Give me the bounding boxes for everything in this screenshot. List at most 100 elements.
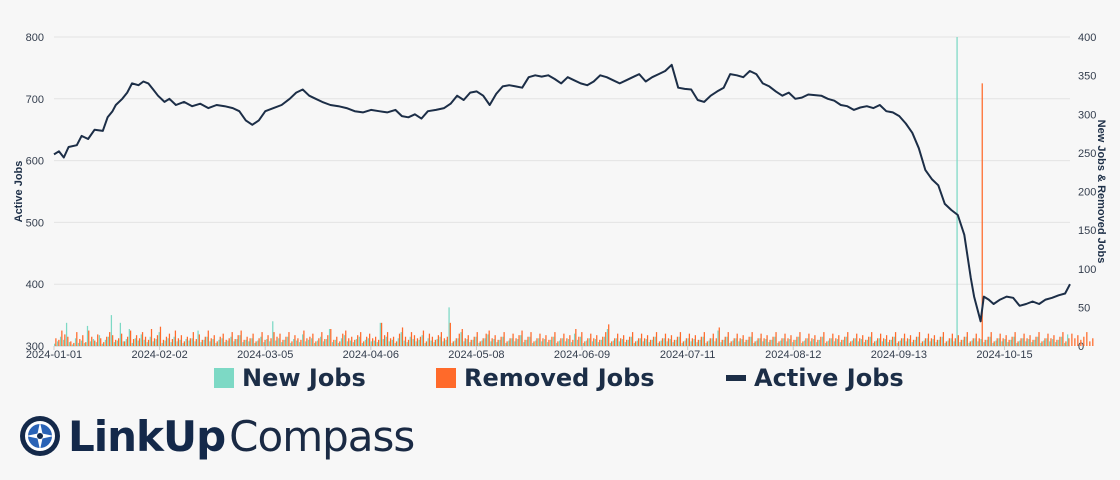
bar-new-jobs bbox=[783, 338, 785, 346]
logo-text-compass: Compass bbox=[229, 411, 415, 461]
bar-new-jobs bbox=[451, 342, 453, 346]
bar-new-jobs bbox=[382, 339, 384, 346]
bar-new-jobs bbox=[430, 340, 432, 346]
bar-removed-jobs bbox=[927, 333, 930, 346]
bar-new-jobs bbox=[439, 336, 441, 346]
bar-removed-jobs bbox=[847, 332, 849, 346]
bar-new-jobs bbox=[624, 342, 627, 346]
bar-removed-jobs bbox=[542, 338, 544, 346]
bar-removed-jobs bbox=[670, 335, 673, 346]
bar-removed-jobs bbox=[1062, 332, 1064, 346]
bar-removed-jobs bbox=[147, 339, 150, 346]
bar-new-jobs bbox=[753, 342, 755, 346]
bar-new-jobs bbox=[639, 338, 641, 346]
bar-new-jobs bbox=[158, 332, 160, 346]
bar-removed-jobs bbox=[533, 341, 535, 346]
bar-new-jobs bbox=[254, 342, 256, 346]
legend-item-new-jobs[interactable]: New Jobs bbox=[214, 364, 366, 392]
bar-removed-jobs bbox=[912, 339, 915, 346]
bar-removed-jobs bbox=[440, 332, 442, 346]
bar-removed-jobs bbox=[808, 333, 810, 346]
bar-new-jobs bbox=[842, 339, 845, 346]
bar-removed-jobs bbox=[413, 335, 416, 346]
bar-removed-jobs bbox=[452, 341, 454, 346]
bar-removed-jobs bbox=[784, 333, 786, 346]
bar-new-jobs bbox=[944, 342, 946, 346]
bar-new-jobs bbox=[839, 342, 842, 346]
bar-new-jobs bbox=[627, 339, 629, 346]
bar-removed-jobs bbox=[882, 338, 885, 346]
bar-removed-jobs bbox=[324, 339, 326, 346]
bar-new-jobs bbox=[481, 340, 483, 346]
bar-new-jobs bbox=[146, 342, 148, 346]
bar-removed-jobs bbox=[351, 336, 353, 346]
bar-removed-jobs bbox=[94, 340, 96, 346]
bar-new-jobs bbox=[343, 335, 346, 346]
bar-new-jobs bbox=[998, 338, 1000, 346]
bar-removed-jobs bbox=[984, 339, 986, 346]
bar-new-jobs bbox=[663, 338, 665, 346]
bar-removed-jobs bbox=[611, 341, 613, 346]
legend-item-removed-jobs[interactable]: Removed Jobs bbox=[436, 364, 655, 392]
bar-removed-jobs bbox=[1071, 333, 1073, 346]
bar-new-jobs bbox=[418, 339, 420, 346]
bar-removed-jobs bbox=[572, 339, 574, 346]
bar-removed-jobs bbox=[195, 339, 197, 346]
bar-removed-jobs bbox=[790, 335, 792, 346]
bar-removed-jobs bbox=[150, 329, 153, 346]
bar-new-jobs bbox=[714, 341, 716, 346]
bar-removed-jobs bbox=[73, 342, 75, 346]
legend-item-active-jobs[interactable]: Active Jobs bbox=[726, 364, 904, 392]
bar-new-jobs bbox=[361, 342, 364, 346]
bar-removed-jobs bbox=[1008, 339, 1010, 346]
bar-removed-jobs bbox=[1035, 336, 1037, 346]
bar-new-jobs bbox=[466, 339, 468, 346]
bar-new-jobs bbox=[992, 342, 994, 346]
bar-removed-jobs bbox=[431, 336, 434, 346]
bar-new-jobs bbox=[905, 341, 907, 346]
bar-new-jobs bbox=[768, 342, 770, 346]
bar-removed-jobs bbox=[488, 330, 490, 346]
bar-removed-jobs bbox=[144, 336, 147, 346]
bar-new-jobs bbox=[600, 339, 603, 346]
bar-removed-jobs bbox=[769, 339, 771, 346]
bar-new-jobs bbox=[833, 341, 836, 346]
bar-new-jobs bbox=[89, 341, 92, 346]
bar-removed-jobs bbox=[877, 338, 879, 346]
bar-removed-jobs bbox=[838, 335, 840, 346]
y-right-tick-label: 400 bbox=[1078, 32, 1096, 44]
bar-new-jobs bbox=[1064, 342, 1066, 346]
legend-label-removed-jobs: Removed Jobs bbox=[464, 364, 655, 392]
bar-removed-jobs bbox=[620, 338, 622, 346]
bar-new-jobs bbox=[615, 338, 618, 346]
bar-new-jobs bbox=[917, 336, 919, 346]
bar-removed-jobs bbox=[679, 332, 682, 346]
bar-removed-jobs bbox=[856, 333, 858, 346]
bar-removed-jobs bbox=[868, 336, 870, 346]
bar-new-jobs bbox=[738, 341, 740, 346]
bar-new-jobs bbox=[896, 342, 898, 346]
bar-removed-jobs bbox=[778, 341, 780, 346]
bar-removed-jobs bbox=[781, 338, 783, 346]
bar-new-jobs bbox=[68, 342, 71, 346]
bar-new-jobs bbox=[562, 338, 564, 346]
bar-new-jobs bbox=[155, 339, 157, 346]
bar-removed-jobs bbox=[551, 336, 553, 346]
bar-new-jobs bbox=[379, 322, 381, 346]
bar-new-jobs bbox=[113, 342, 116, 346]
bar-new-jobs bbox=[502, 336, 504, 346]
bar-new-jobs bbox=[672, 342, 674, 346]
bar-new-jobs bbox=[792, 342, 794, 346]
bar-removed-jobs bbox=[954, 338, 956, 346]
bar-removed-jobs bbox=[763, 338, 765, 346]
bar-removed-jobs bbox=[921, 341, 924, 346]
bar-removed-jobs bbox=[512, 333, 514, 346]
bar-removed-jobs bbox=[518, 335, 520, 346]
bar-removed-jobs bbox=[569, 335, 571, 346]
bar-new-jobs bbox=[804, 340, 806, 346]
bar-new-jobs bbox=[989, 336, 991, 346]
bar-new-jobs bbox=[726, 336, 728, 346]
bar-new-jobs bbox=[421, 335, 423, 346]
bar-removed-jobs bbox=[631, 332, 634, 346]
bar-new-jobs bbox=[971, 340, 973, 346]
